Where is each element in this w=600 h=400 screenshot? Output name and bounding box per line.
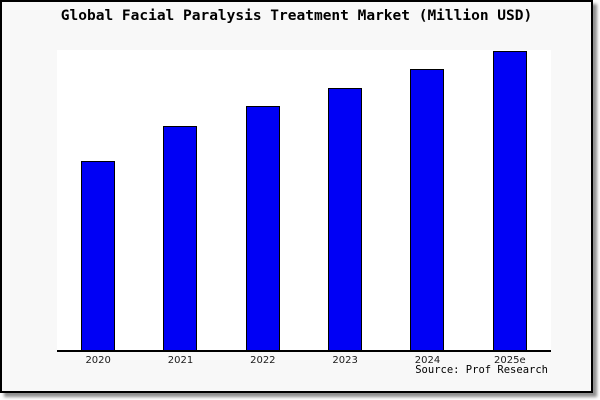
x-tick-label-2025e: 2025e — [494, 355, 526, 366]
x-tick-label-2021: 2021 — [167, 355, 194, 366]
plot-area — [57, 50, 551, 352]
bar-slot-2022 — [222, 50, 304, 350]
bar-2020 — [81, 161, 116, 350]
bar-slot-2020 — [57, 50, 139, 350]
source-text: Source: Prof Research — [415, 364, 548, 376]
bar-2021 — [163, 125, 198, 350]
bar-slot-2025e — [469, 50, 551, 350]
bar-2024 — [410, 69, 445, 350]
bar-slot-2021 — [139, 50, 221, 350]
x-tick-label-2023: 2023 — [332, 355, 358, 366]
chart-title: Global Facial Paralysis Treatment Market… — [60, 8, 533, 24]
bar-slot-2023 — [304, 50, 386, 350]
bar-2022 — [245, 105, 280, 350]
x-tick-label-2024: 2024 — [414, 355, 441, 366]
x-tick-label-2020: 2020 — [85, 355, 111, 366]
bar-2025e — [492, 51, 527, 350]
chart-card: Global Facial Paralysis Treatment Market… — [0, 0, 593, 393]
x-tick-label-2022: 2022 — [250, 355, 276, 366]
x-axis-labels: 2020 2021 2022 2023 2024 2025e — [57, 355, 551, 366]
bar-slot-2024 — [386, 50, 468, 350]
bars — [57, 50, 551, 350]
bar-2023 — [328, 87, 363, 350]
